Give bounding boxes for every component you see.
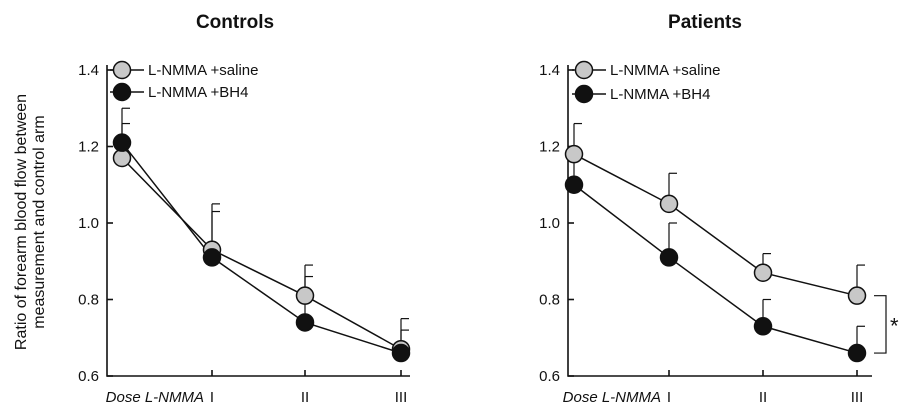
data-point <box>847 286 867 305</box>
x-tick-label: III <box>395 389 408 406</box>
data-point <box>753 317 773 336</box>
chart-title: Controls <box>196 12 274 33</box>
y-tick-label: 0.8 <box>539 292 560 309</box>
legend-label: L-NMMA +saline <box>610 62 720 79</box>
data-point <box>295 313 315 332</box>
x-tick-label: II <box>301 389 309 406</box>
significance-star: * <box>890 313 899 338</box>
x-tick-label: I <box>667 389 671 406</box>
data-point <box>295 286 315 305</box>
series-line <box>573 153 858 297</box>
x-tick-label: III <box>851 389 864 406</box>
y-axis-label-line1: Ratio of forearm blood flow between <box>13 94 30 350</box>
y-tick-label: 1.2 <box>78 139 99 156</box>
series-line <box>573 184 858 354</box>
series-line <box>121 157 402 350</box>
series-line <box>121 142 402 354</box>
legend-label: L-NMMA +BH4 <box>148 84 248 101</box>
data-point <box>753 263 773 282</box>
data-point <box>112 133 132 152</box>
y-tick-label: 1.0 <box>539 215 560 232</box>
data-point <box>564 144 584 164</box>
y-tick-label: 1.4 <box>539 62 560 79</box>
y-tick-label: 1.4 <box>78 62 99 79</box>
data-point <box>564 175 584 194</box>
x-tick-label: I <box>210 389 214 406</box>
significance-bracket <box>874 295 887 354</box>
data-point <box>659 194 679 214</box>
x-axis-dose-label: Dose L-NMMA <box>563 389 661 406</box>
legend-marker <box>112 60 132 80</box>
data-point <box>659 248 679 267</box>
x-axis-dose-label: Dose L-NMMA <box>106 389 204 406</box>
y-axis-label-line2: measurement and control arm <box>31 115 48 328</box>
data-point <box>202 248 222 267</box>
y-tick-label: 0.6 <box>539 368 560 385</box>
legend-marker <box>112 82 132 102</box>
data-point <box>112 148 132 168</box>
y-tick-label: 0.8 <box>78 292 99 309</box>
data-point <box>391 343 411 363</box>
y-tick-label: 0.6 <box>78 368 99 385</box>
y-tick-label: 1.0 <box>78 215 99 232</box>
x-tick-label: II <box>759 389 767 406</box>
data-point <box>847 343 867 363</box>
axis-lines <box>567 65 872 377</box>
legend-marker <box>574 84 594 104</box>
legend-label: L-NMMA +BH4 <box>610 86 710 103</box>
y-tick-label: 1.2 <box>539 139 560 156</box>
chart-title: Patients <box>668 12 742 33</box>
legend-marker <box>574 60 594 80</box>
legend-label: L-NMMA +saline <box>148 62 258 79</box>
